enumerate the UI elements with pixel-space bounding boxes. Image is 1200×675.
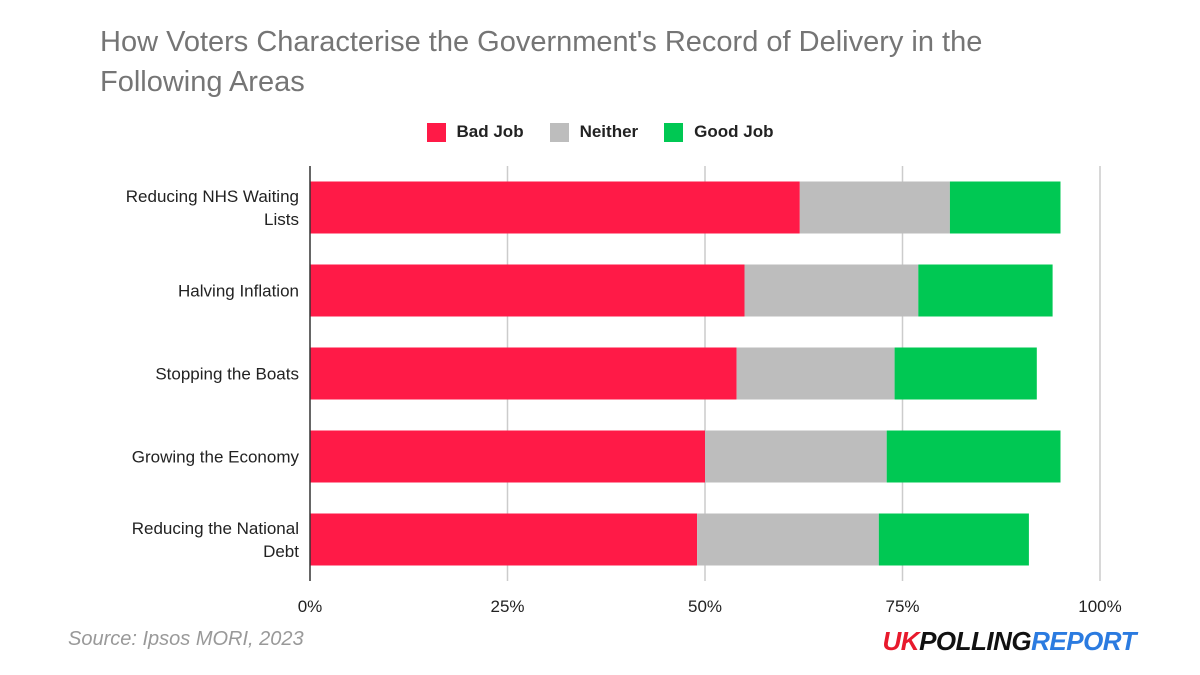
x-tick-label: 75% — [885, 597, 919, 616]
y-category-label: Stopping the Boats — [155, 365, 299, 384]
x-tick-label: 50% — [688, 597, 722, 616]
chart-legend: Bad Job Neither Good Job — [0, 118, 1200, 146]
legend-item-bad-job: Bad Job — [426, 122, 524, 142]
chart-title: How Voters Characterise the Government's… — [100, 26, 983, 98]
logo-uk: UK — [882, 626, 920, 656]
bar-segment-bad-job — [310, 430, 705, 483]
bar-segment-neither — [736, 347, 895, 400]
x-tick-label: 0% — [298, 597, 323, 616]
y-category-label: Growing the Economy — [132, 448, 300, 467]
logo-report: REPORT — [1031, 626, 1136, 656]
x-tick-label: 100% — [1078, 597, 1121, 616]
bar-segment-bad-job — [310, 513, 698, 566]
legend-swatch-good-job — [664, 122, 684, 142]
legend-label-bad-job: Bad Job — [456, 122, 524, 141]
logo-polling: POLLING — [919, 626, 1032, 656]
bar-segment-bad-job — [310, 264, 745, 317]
uk-polling-report-logo: UKPOLLINGREPORT — [883, 626, 1137, 657]
bar-segment-good-job — [949, 181, 1061, 234]
bar-segment-neither — [799, 181, 950, 234]
bar-segment-bad-job — [310, 347, 737, 400]
source-note: Source: Ipsos MORI, 2023 — [68, 628, 304, 650]
y-category-label: Halving Inflation — [178, 282, 299, 301]
bar-segment-neither — [705, 430, 887, 483]
legend-swatch-bad-job — [426, 122, 446, 142]
bar-segment-neither — [697, 513, 879, 566]
x-tick-label: 25% — [490, 597, 524, 616]
bar-segment-good-job — [886, 430, 1061, 483]
bar-segment-good-job — [878, 513, 1029, 566]
y-category-label: Reducing the National Debt — [132, 519, 300, 561]
bar-segment-good-job — [918, 264, 1053, 317]
bar-segment-neither — [744, 264, 919, 317]
y-category-label: Reducing NHS Waiting Lists — [126, 187, 299, 229]
bar-segment-good-job — [894, 347, 1037, 400]
legend-item-good-job: Good Job — [664, 122, 773, 142]
legend-label-good-job: Good Job — [694, 122, 774, 141]
legend-swatch-neither — [549, 122, 569, 142]
bar-segment-bad-job — [310, 181, 800, 234]
legend-item-neither: Neither — [549, 122, 639, 142]
legend-label-neither: Neither — [579, 122, 639, 141]
